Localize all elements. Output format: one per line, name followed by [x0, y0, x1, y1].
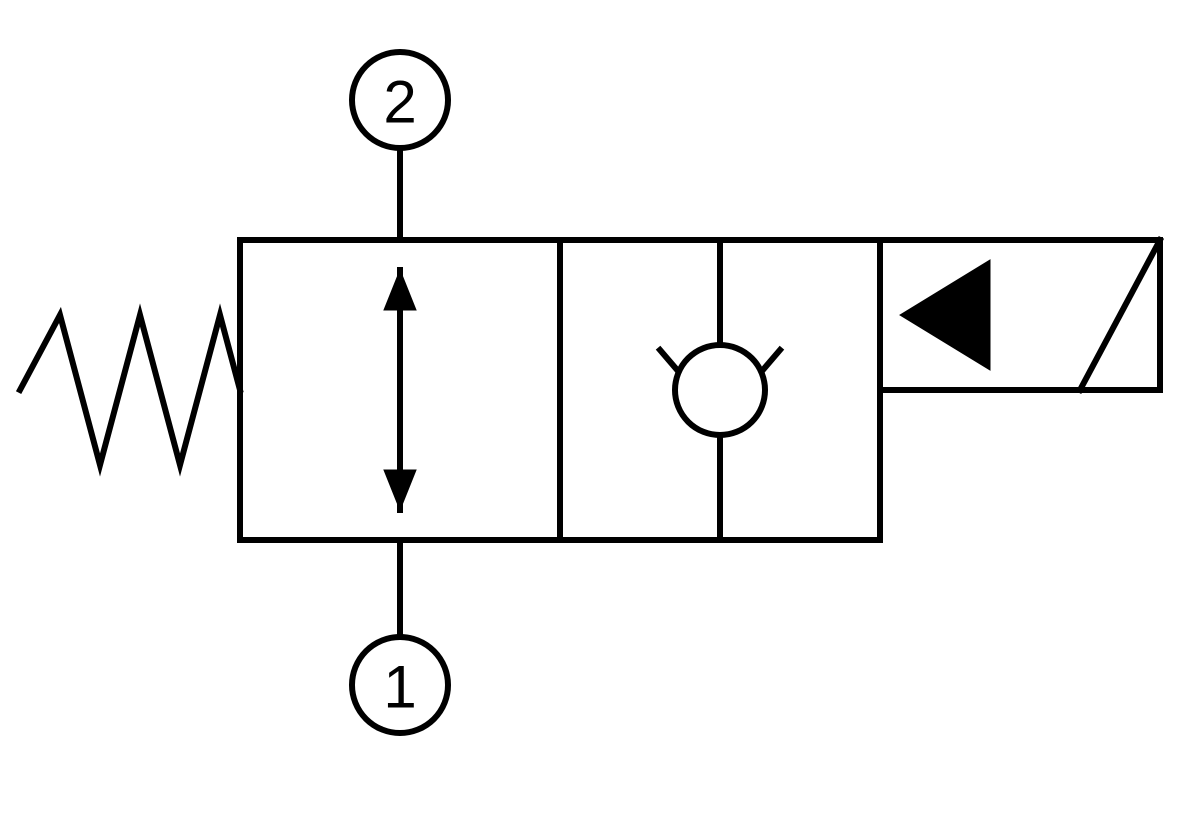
arrow-head-up-icon [384, 270, 416, 310]
arrow-head-down-icon [384, 470, 416, 510]
spring-icon [20, 315, 240, 465]
solenoid-slash [1080, 240, 1160, 390]
port-1-label: 1 [383, 654, 416, 721]
valve-schematic: 21 [0, 0, 1200, 840]
solenoid-triangle-icon [900, 260, 990, 370]
port-2-label: 2 [383, 69, 416, 136]
check-ball-icon [675, 345, 765, 435]
